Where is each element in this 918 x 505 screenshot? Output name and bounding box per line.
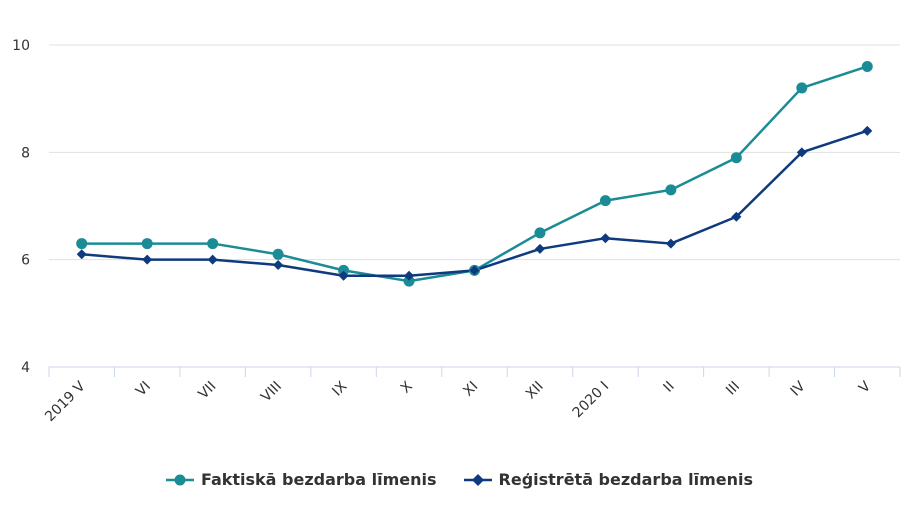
data-point-circle[interactable] xyxy=(76,238,88,250)
data-point-circle[interactable] xyxy=(207,238,219,250)
x-tick-label: VII xyxy=(196,379,220,403)
x-tick-label: VI xyxy=(133,379,154,400)
data-point-circle[interactable] xyxy=(141,238,153,250)
legend-circle-marker-icon xyxy=(165,474,194,485)
y-tick-label: 6 xyxy=(21,253,30,269)
legend-item-registreta[interactable]: Reģistrētā bezdarba līmenis xyxy=(463,470,754,489)
x-tick-label: X xyxy=(398,378,416,396)
x-tick-label: XI xyxy=(460,379,481,400)
series xyxy=(76,60,873,287)
legend-item-faktiska[interactable]: Faktiskā bezdarba līmenis xyxy=(165,470,437,489)
x-tick-label: IV xyxy=(788,378,809,399)
y-tick-label: 10 xyxy=(12,38,30,54)
y-tick-label: 8 xyxy=(21,145,30,161)
data-point-diamond[interactable] xyxy=(338,270,349,281)
data-point-circle[interactable] xyxy=(730,152,742,164)
data-point-circle[interactable] xyxy=(534,227,546,239)
legend: Faktiskā bezdarba līmenis Reģistrētā bez… xyxy=(0,470,918,489)
data-point-diamond[interactable] xyxy=(862,125,873,136)
data-point-diamond[interactable] xyxy=(665,238,676,249)
data-point-circle[interactable] xyxy=(272,248,284,260)
y-tick-label: 4 xyxy=(21,360,30,376)
data-point-diamond[interactable] xyxy=(796,147,807,158)
x-tick-label: III xyxy=(723,379,743,399)
legend-label-registreta: Reģistrētā bezdarba līmenis xyxy=(498,470,754,489)
data-point-diamond[interactable] xyxy=(731,211,742,222)
legend-label-faktiska: Faktiskā bezdarba līmenis xyxy=(200,470,437,489)
data-point-diamond[interactable] xyxy=(469,265,480,276)
data-point-circle[interactable] xyxy=(599,195,611,207)
x-tick-label: 2020 I xyxy=(570,379,613,422)
x-tick-label: XII xyxy=(523,379,547,403)
data-point-circle[interactable] xyxy=(338,264,350,276)
data-point-diamond[interactable] xyxy=(76,249,87,260)
data-point-diamond[interactable] xyxy=(207,254,218,265)
x-tick-label: 2019 V xyxy=(42,378,89,425)
x-axis-labels: 2019 V VI VII VIII IX X XI XII 2020 I II III IV V xyxy=(42,378,874,425)
data-point-diamond[interactable] xyxy=(534,243,545,254)
x-tick-label: V xyxy=(856,378,874,396)
x-tick-label: II xyxy=(661,379,678,396)
x-tick-label: VIII xyxy=(258,379,285,406)
data-point-circle[interactable] xyxy=(403,275,415,287)
series-line xyxy=(81,65,868,283)
data-point-circle[interactable] xyxy=(665,184,677,196)
legend-diamond-marker-icon xyxy=(463,473,492,486)
data-point-diamond[interactable] xyxy=(142,254,153,265)
data-point-circle[interactable] xyxy=(861,60,873,72)
x-tick-label: IX xyxy=(329,378,350,399)
x-axis xyxy=(48,366,901,377)
gridlines xyxy=(49,44,900,261)
data-point-diamond[interactable] xyxy=(404,270,415,281)
y-axis-labels: 4 6 8 10 xyxy=(12,38,30,376)
data-point-diamond[interactable] xyxy=(273,260,284,271)
data-point-diamond[interactable] xyxy=(600,233,611,244)
data-point-circle[interactable] xyxy=(796,82,808,94)
